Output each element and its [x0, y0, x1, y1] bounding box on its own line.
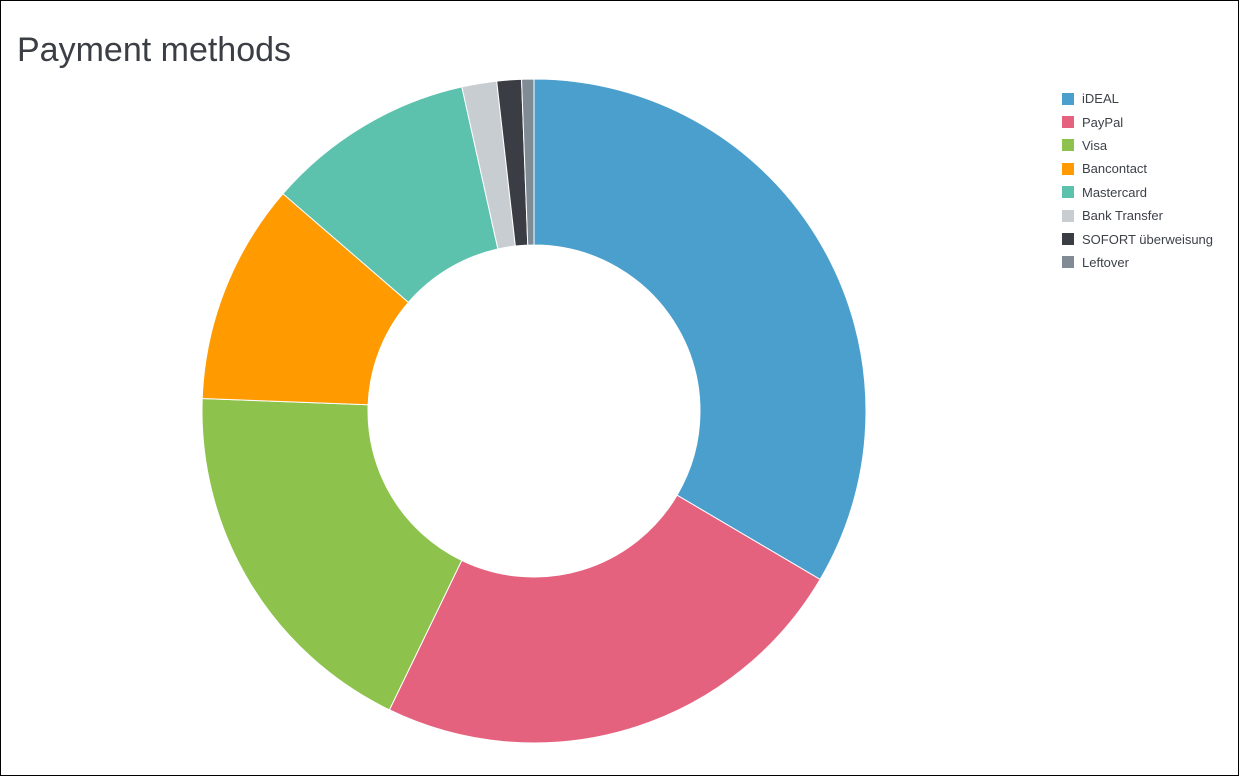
legend-swatch	[1062, 256, 1074, 269]
legend-label: SOFORT überweisung	[1082, 231, 1214, 247]
chart-legend: iDEAL PayPal Visa Bancontact Mastercard Bank …	[1062, 87, 1232, 274]
legend-item[interactable]: Bancontact	[1062, 157, 1232, 180]
legend-label: Bancontact	[1082, 161, 1148, 177]
legend-item[interactable]: iDEAL	[1062, 87, 1232, 110]
donut-slice-leftover[interactable]	[521, 78, 535, 246]
legend-swatch	[1062, 233, 1074, 246]
legend-item[interactable]: Visa	[1062, 134, 1232, 157]
legend-swatch	[1062, 162, 1074, 175]
legend-swatch	[1062, 92, 1074, 105]
legend-item[interactable]: PayPal	[1062, 110, 1232, 133]
legend-swatch	[1062, 139, 1074, 152]
legend-label: Mastercard	[1082, 184, 1148, 200]
legend-swatch	[1062, 116, 1074, 129]
legend-item[interactable]: Leftover	[1062, 251, 1232, 274]
legend-swatch	[1062, 209, 1074, 222]
legend-item[interactable]: SOFORT überweisung	[1062, 227, 1232, 250]
legend-label: Leftover	[1082, 254, 1129, 270]
donut-slice-visa[interactable]	[201, 398, 463, 711]
legend-label: PayPal	[1082, 114, 1124, 130]
legend-item[interactable]: Bank Transfer	[1062, 204, 1232, 227]
legend-item[interactable]: Mastercard	[1062, 181, 1232, 204]
legend-label: iDEAL	[1082, 91, 1119, 107]
donut-slice-paypal[interactable]	[388, 494, 821, 744]
legend-swatch	[1062, 186, 1074, 199]
legend-label: Visa	[1082, 137, 1108, 153]
donut-slice-ideal[interactable]	[533, 78, 867, 581]
chart-title: Payment methods	[17, 31, 292, 69]
legend-label: Bank Transfer	[1082, 208, 1163, 224]
